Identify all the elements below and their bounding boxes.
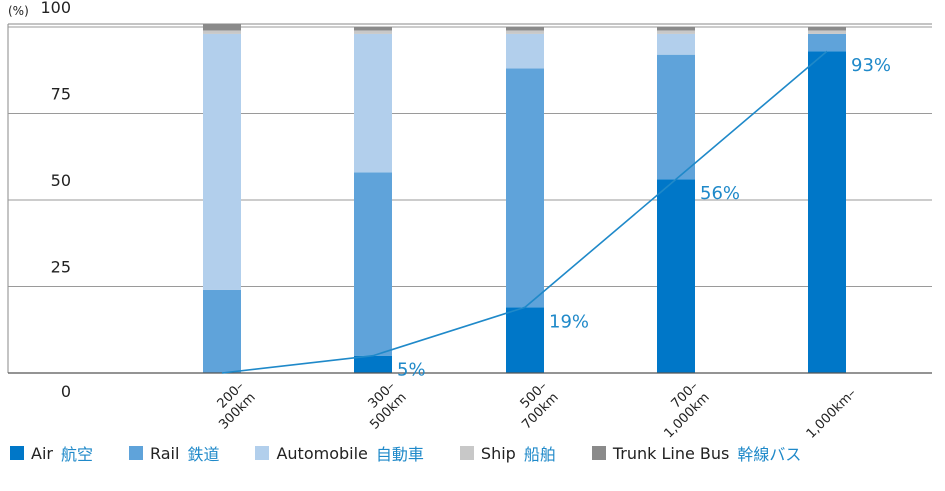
bar-segment-rail bbox=[808, 33, 846, 52]
legend-item: Rail 鉄道 bbox=[128, 441, 220, 465]
legend-label-en: Ship bbox=[480, 443, 516, 463]
bar-segment-ship bbox=[657, 30, 695, 34]
bar-segment-trunk-line-bus bbox=[506, 27, 544, 31]
y-tick-label: 75 bbox=[51, 85, 71, 104]
bar-segment-trunk-line-bus bbox=[657, 27, 695, 31]
y-tick-label: 100 bbox=[40, 0, 71, 17]
y-unit-label: (%) bbox=[8, 4, 29, 18]
legend-label-en: Trunk Line Bus bbox=[612, 443, 730, 463]
bar-segment-automobile bbox=[506, 33, 544, 69]
data-label: 19% bbox=[549, 311, 589, 332]
bar-segment-ship bbox=[203, 30, 241, 34]
x-tick-label: 500–700km bbox=[518, 379, 562, 433]
legend-item: Automobile 自動車 bbox=[255, 441, 424, 465]
legend-label-en: Automobile bbox=[276, 443, 368, 463]
bar-segment-air bbox=[657, 179, 695, 373]
x-tick-line: 1,000km– bbox=[804, 386, 860, 440]
bar-segment-ship bbox=[354, 30, 392, 34]
bar-segment-rail bbox=[354, 172, 392, 356]
legend-item: Air 航空 bbox=[10, 441, 93, 465]
legend-swatch bbox=[459, 446, 474, 460]
x-tick-label: 1,000km– bbox=[804, 386, 860, 440]
stacked-bar-chart: (%) 0 25 50 75 100 5% 19% 56% 93% 200–300km 300–500… bbox=[7, 0, 932, 440]
legend-swatch bbox=[10, 446, 24, 460]
legend-label-ja: 航空 bbox=[60, 445, 93, 464]
bar-segment-air bbox=[506, 307, 544, 373]
legend-label-ja: 自動車 bbox=[375, 445, 424, 464]
bar-segment-trunk-line-bus bbox=[354, 27, 392, 31]
legend-label-en: Rail bbox=[149, 443, 180, 463]
bar-segment-automobile bbox=[354, 33, 392, 173]
bar-segment-air bbox=[354, 355, 392, 373]
x-tick-label: 300–500km bbox=[366, 379, 410, 433]
bar-segment-trunk-line-bus bbox=[808, 27, 846, 31]
legend-swatch bbox=[255, 446, 270, 460]
bar-segment-air bbox=[808, 51, 846, 373]
data-label: 56% bbox=[700, 183, 740, 204]
legend-label-ja: 幹線バス bbox=[737, 445, 802, 464]
bar-segment-automobile bbox=[203, 33, 241, 290]
data-label: 93% bbox=[851, 55, 891, 76]
y-tick-label: 50 bbox=[51, 171, 71, 190]
bar-segment-rail bbox=[203, 289, 241, 373]
legend-swatch bbox=[591, 446, 606, 460]
legend-item: Trunk Line Bus 幹線バス bbox=[591, 441, 802, 465]
legend-swatch bbox=[128, 446, 143, 460]
bar-segment-trunk-line-bus bbox=[203, 23, 241, 31]
x-tick-label: 200–300km bbox=[215, 379, 259, 433]
data-label: 5% bbox=[397, 360, 426, 381]
legend-label-ja: 船舶 bbox=[523, 445, 556, 464]
legend-item: Ship 船舶 bbox=[459, 441, 556, 465]
bar-segment-automobile bbox=[657, 33, 695, 55]
bar-segment-ship bbox=[506, 30, 544, 34]
y-tick-label: 25 bbox=[51, 258, 71, 277]
x-tick-label: 700–1,000km bbox=[662, 379, 713, 440]
bar-segment-rail bbox=[657, 54, 695, 180]
air-share-line bbox=[221, 50, 828, 374]
bar-segment-ship bbox=[808, 30, 846, 34]
bar-segment-rail bbox=[506, 68, 544, 308]
legend-label-ja: 鉄道 bbox=[187, 445, 220, 464]
y-tick-label: 0 bbox=[61, 382, 71, 401]
legend: Air 航空 Rail 鉄道 Automobile 自動車 Ship 船舶 Trunk Line… bbox=[10, 441, 837, 465]
legend-label-en: Air bbox=[31, 443, 53, 463]
